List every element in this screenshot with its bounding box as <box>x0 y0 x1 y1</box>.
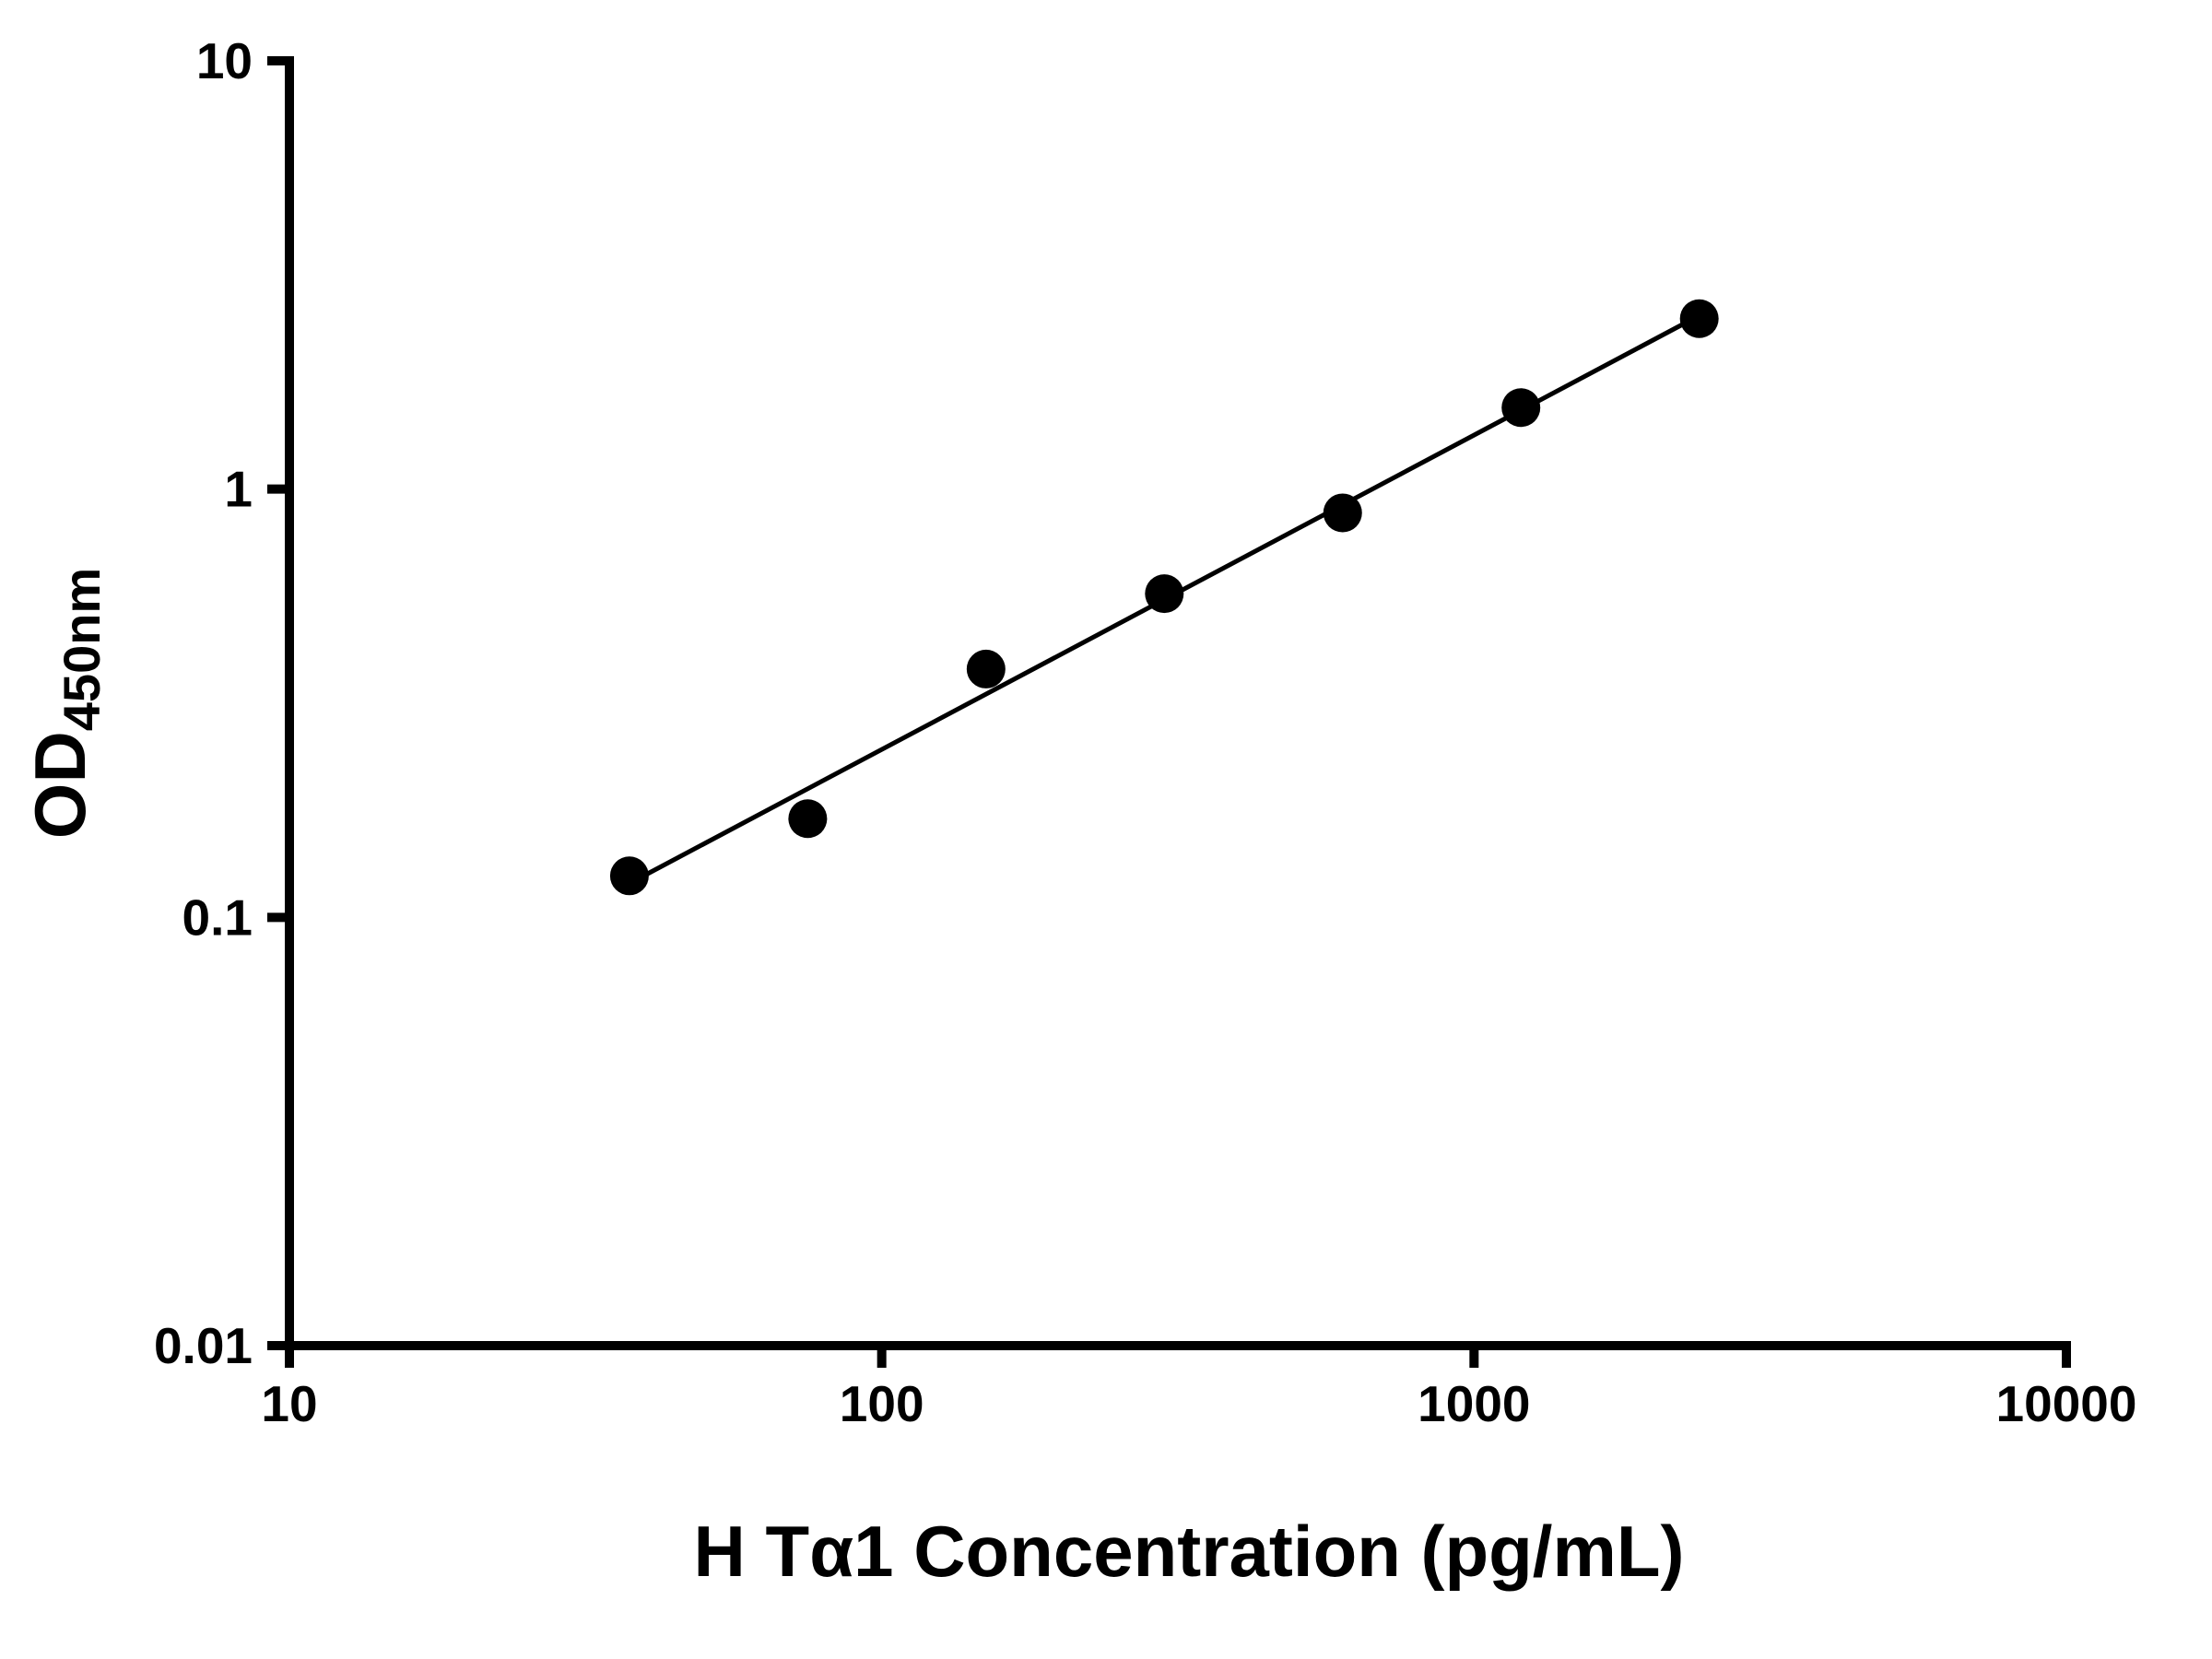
y-tick-label-1: 1 <box>224 461 253 518</box>
y-axis-title: OD450nm <box>19 568 111 839</box>
data-point <box>966 649 1006 688</box>
x-tick-label-100: 100 <box>840 1375 924 1432</box>
y-tick-label-10: 10 <box>196 32 253 89</box>
y-tick-label-0.1: 0.1 <box>182 888 253 946</box>
data-point <box>1145 574 1184 614</box>
data-point <box>1323 493 1362 533</box>
data-point <box>1501 388 1541 428</box>
x-tick-label-10: 10 <box>261 1375 317 1432</box>
data-point <box>788 799 828 839</box>
axis-spine <box>285 56 2071 1350</box>
y-axis-title-sub: 450nm <box>53 568 111 731</box>
x-tick-label-1000: 1000 <box>1418 1375 1530 1432</box>
y-axis-title-main: OD <box>19 731 100 839</box>
x-tick-label-10000: 10000 <box>1996 1375 2137 1432</box>
y-tick-label-0.01: 0.01 <box>154 1317 253 1374</box>
data-point <box>1679 299 1719 338</box>
x-axis-title: H Tα1 Concentration (pg/mL) <box>694 1511 1685 1592</box>
data-point <box>609 856 649 896</box>
